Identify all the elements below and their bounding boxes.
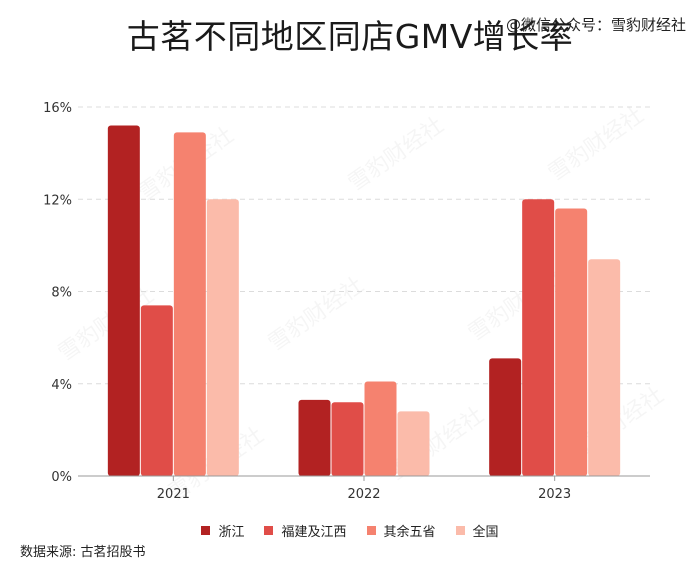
bar [397,411,430,476]
wechat-watermark-tag: @微信公众号：雪豹财经社 [505,16,686,34]
bar [140,305,173,476]
legend: 浙江 福建及江西 其余五省 全国 [0,521,700,540]
bar [555,208,588,476]
bar [364,381,397,476]
bar [522,199,555,476]
legend-item-3[interactable]: 其余五省 [366,521,436,540]
bar [489,358,522,476]
chart-title: 古茗不同地区同店GMV增长率 [126,17,574,56]
watermark-text: 雪豹财经社 [544,103,648,187]
legend-swatch [366,526,376,535]
bar [588,259,621,476]
legend-label: 福建及江西 [281,525,347,540]
legend-swatch [455,526,465,535]
watermark-text: 雪豹财经社 [344,113,448,197]
legend-item-1[interactable]: 浙江 [201,521,244,540]
data-source-note: 数据来源: 古茗招股书 [20,545,146,560]
bar [298,399,331,476]
y-tick-label: 8% [51,286,72,301]
x-tick-label: 2023 [538,487,571,502]
y-tick-label: 16% [43,101,72,116]
y-tick-label: 4% [51,378,72,393]
bar [173,132,206,476]
legend-item-4[interactable]: 全国 [455,521,499,540]
bar [206,199,239,476]
x-tick-label: 2022 [347,487,380,502]
legend-swatch [264,526,274,535]
x-axis-ticks: 2021 2022 2023 [157,476,571,502]
bars [107,125,621,476]
legend-label: 其余五省 [383,525,436,540]
watermark-text: 雪豹财经社 [264,273,368,357]
legend-swatch [201,526,211,535]
bar [107,125,140,476]
legend-label: 全国 [472,525,499,540]
y-axis-ticks: 0% 4% 8% 12% 16% [43,101,72,485]
y-tick-label: 12% [43,193,72,208]
legend-label: 浙江 [218,525,245,540]
x-tick-label: 2021 [157,487,190,502]
y-tick-label: 0% [51,470,72,485]
legend-item-2[interactable]: 福建及江西 [264,521,347,540]
bar [331,402,364,476]
